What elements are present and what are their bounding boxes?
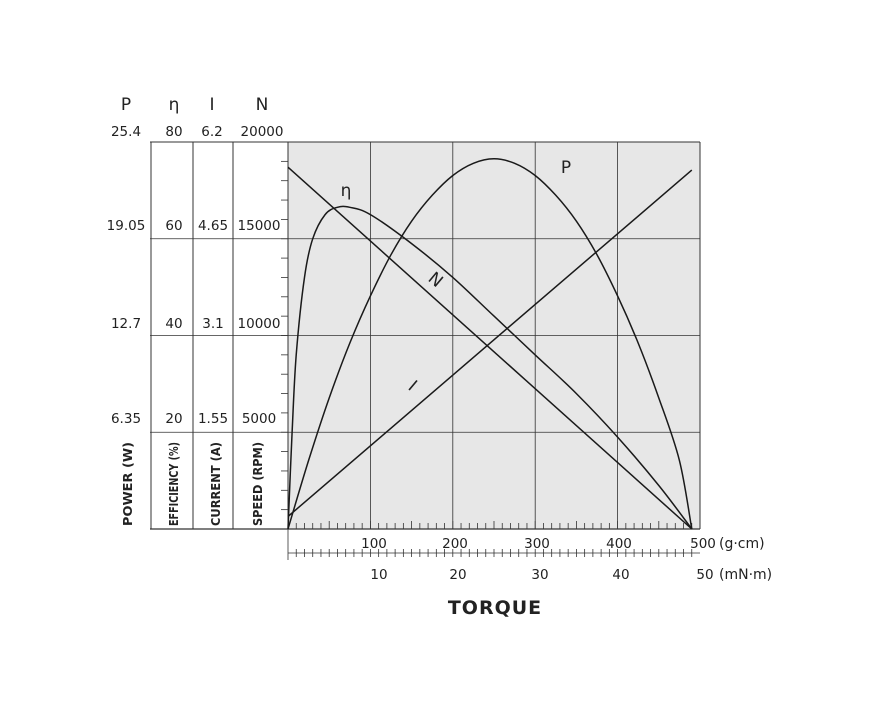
mnm-tick: 30 bbox=[531, 567, 548, 583]
power-tick-max: 25.4 bbox=[111, 124, 141, 140]
speed-symbol: N bbox=[256, 95, 269, 115]
series-layer bbox=[287, 158, 693, 530]
mnm-tick: 10 bbox=[370, 567, 387, 583]
efficiency-tick-max: 80 bbox=[165, 124, 182, 140]
mnm-tick: 20 bbox=[449, 567, 466, 583]
efficiency-axis-label: EFFICIENCY (%) bbox=[167, 442, 181, 526]
mnm-tick: 40 bbox=[612, 567, 629, 583]
power-tick-1: 19.05 bbox=[107, 218, 146, 234]
power-curve bbox=[287, 158, 693, 530]
mnm-unit: (mN·m) bbox=[719, 567, 772, 583]
y-axis-max-ticks: 25.4 80 6.2 20000 bbox=[111, 124, 284, 140]
eta-curve-label: η bbox=[341, 181, 352, 201]
gcm-tick: 300 bbox=[524, 536, 550, 552]
y-axis-headers: P η I N bbox=[121, 95, 268, 115]
power-curve-label: P bbox=[561, 158, 571, 178]
efficiency-curve bbox=[287, 205, 693, 530]
current-tick-max: 6.2 bbox=[201, 124, 222, 140]
speed-tick-2: 10000 bbox=[238, 316, 281, 332]
mnm-tick: 50 bbox=[696, 567, 713, 583]
gcm-unit: (g·cm) bbox=[719, 536, 765, 552]
power-axis-label: POWER (W) bbox=[121, 442, 135, 526]
x-axis-title: TORQUE bbox=[448, 597, 542, 619]
gcm-tick: 200 bbox=[442, 536, 468, 552]
y-axis-ticks-row-1: 19.05 60 4.65 15000 bbox=[107, 218, 281, 234]
power-tick-3: 6.35 bbox=[111, 411, 141, 427]
y-axis-ticks-row-3: 6.35 20 1.55 5000 bbox=[111, 411, 276, 427]
speed-tick-1: 15000 bbox=[238, 218, 281, 234]
x-axis-gcm-ticks: 100 200 300 400 500 (g·cm) bbox=[361, 536, 765, 552]
y-axis-ticks-row-2: 12.7 40 3.1 10000 bbox=[111, 316, 281, 332]
y-axis-labels: POWER (W) EFFICIENCY (%) CURRENT (A) SPE… bbox=[121, 442, 265, 526]
current-tick-1: 4.65 bbox=[198, 218, 228, 234]
gcm-tick: 100 bbox=[361, 536, 387, 552]
power-symbol: P bbox=[121, 95, 131, 115]
minor-ticks bbox=[281, 160, 700, 560]
current-tick-2: 3.1 bbox=[202, 316, 223, 332]
speed-axis-label: SPEED (RPM) bbox=[251, 442, 265, 526]
speed-tick-max: 20000 bbox=[241, 124, 284, 140]
speed-tick-3: 5000 bbox=[242, 411, 276, 427]
gcm-tick: 500 bbox=[690, 536, 716, 552]
current-symbol: I bbox=[209, 95, 214, 115]
speed-curve bbox=[287, 166, 693, 530]
x-axis-mnm-ticks: 10 20 30 40 50 (mN·m) bbox=[370, 567, 772, 583]
gcm-tick: 400 bbox=[606, 536, 632, 552]
y-axis-panels bbox=[150, 142, 289, 529]
current-curve bbox=[287, 169, 693, 518]
current-axis-label: CURRENT (A) bbox=[209, 442, 223, 526]
efficiency-tick-2: 40 bbox=[165, 316, 182, 332]
gridlines bbox=[150, 141, 701, 530]
efficiency-symbol: η bbox=[169, 95, 180, 115]
efficiency-tick-1: 60 bbox=[165, 218, 182, 234]
current-tick-3: 1.55 bbox=[198, 411, 228, 427]
efficiency-tick-3: 20 bbox=[165, 411, 182, 427]
power-tick-2: 12.7 bbox=[111, 316, 141, 332]
